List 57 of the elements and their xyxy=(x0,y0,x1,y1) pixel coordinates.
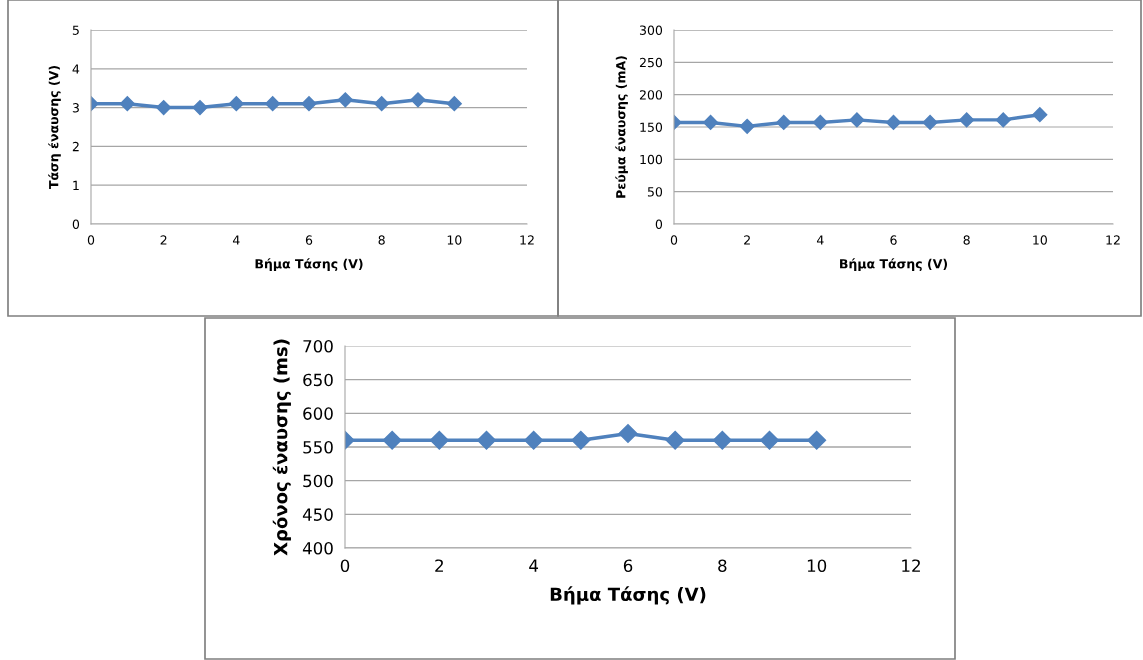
y-tick-label: 50 xyxy=(647,187,663,197)
y-axis-title: Τάση έναυσης (V) xyxy=(48,66,61,189)
point xyxy=(374,96,390,112)
y-tick-label: 100 xyxy=(640,154,663,165)
x-tick-label: 8 xyxy=(378,235,385,245)
x-tick-label: 6 xyxy=(623,559,633,573)
x-tick-label: 10 xyxy=(807,559,827,573)
x-tick-label: 6 xyxy=(305,235,313,245)
y-tick-label: 700 xyxy=(303,339,333,353)
point xyxy=(446,96,462,112)
y-tick-label: 400 xyxy=(302,541,333,555)
y-tick-label: 2 xyxy=(72,141,79,152)
x-tick-label: 8 xyxy=(963,235,970,245)
y-tick-label: 3 xyxy=(72,103,79,113)
y-axis-title: Χρόνος έναυσης (ms) xyxy=(272,339,291,556)
y-tick-label: 450 xyxy=(302,508,333,521)
x-tick-label: 8 xyxy=(718,559,727,573)
point xyxy=(337,92,353,108)
x-tick-label: 10 xyxy=(447,235,462,245)
x-tick-label: 2 xyxy=(160,235,167,245)
y-tick-label: 0 xyxy=(655,219,663,229)
point xyxy=(228,96,244,112)
x-axis-title: Βήμα Τάσης (V) xyxy=(550,586,706,605)
point xyxy=(192,100,208,116)
y-tick-label: 5 xyxy=(72,25,79,35)
x-tick-label: 2 xyxy=(435,559,443,572)
x-tick-label: 4 xyxy=(529,559,539,572)
y-axis-title: Ρεύμα έναυσης (mA) xyxy=(615,56,628,198)
x-axis-title: Βήμα Τάσης (V) xyxy=(840,258,948,271)
x-tick-label: 2 xyxy=(744,235,750,245)
x-tick-label: 0 xyxy=(340,559,350,573)
point xyxy=(410,92,426,108)
x-tick-label: 12 xyxy=(902,559,920,572)
x-tick-label: 12 xyxy=(1106,235,1120,245)
x-tick-label: 0 xyxy=(670,235,678,245)
x-tick-label: 0 xyxy=(87,235,95,245)
y-tick-label: 300 xyxy=(639,25,663,35)
point xyxy=(119,96,135,112)
point xyxy=(265,96,281,112)
y-tick-label: 650 xyxy=(303,373,333,387)
y-tick-label: 500 xyxy=(303,474,333,488)
x-tick-label: 4 xyxy=(232,235,240,245)
y-tick-label: 600 xyxy=(303,407,333,420)
x-tick-label: 12 xyxy=(520,235,534,245)
y-tick-label: 0 xyxy=(72,219,80,229)
y-tick-label: 550 xyxy=(303,440,333,454)
y-tick-label: 4 xyxy=(72,64,80,74)
x-tick-label: 10 xyxy=(1033,235,1047,245)
x-tick-label: 4 xyxy=(816,235,824,245)
y-tick-label: 1 xyxy=(73,180,79,190)
x-axis-title: Βήμα Τάσης (V) xyxy=(255,258,363,271)
x-tick-label: 6 xyxy=(890,235,897,245)
y-tick-label: 150 xyxy=(640,122,663,132)
y-tick-label: 200 xyxy=(639,90,663,100)
point xyxy=(301,96,317,112)
point xyxy=(156,100,172,116)
y-tick-label: 250 xyxy=(639,57,663,68)
